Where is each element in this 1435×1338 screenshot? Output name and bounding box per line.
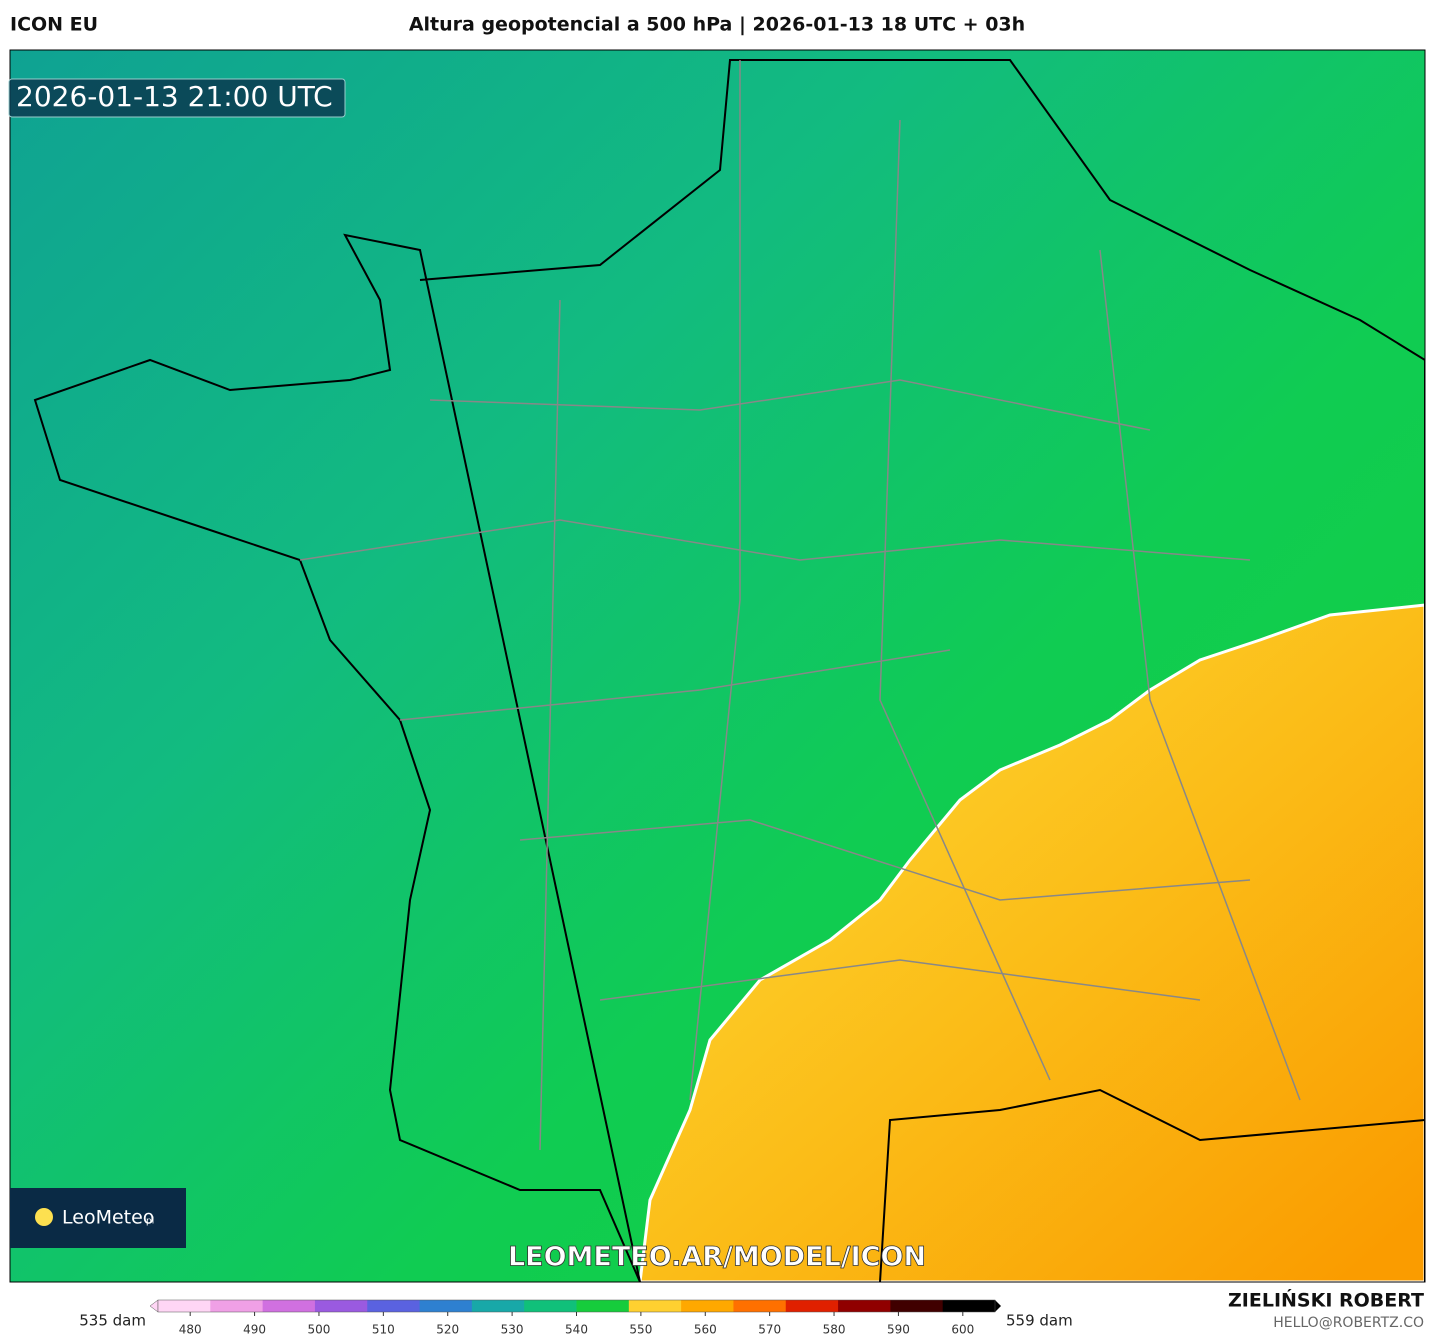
coastline	[33, 59, 1425, 1282]
colorbar: 480 490 500 510 520 530 540 550 560 570 580 590 600	[149, 1299, 1001, 1337]
colorbar-segment	[471, 1300, 525, 1312]
colorbar-tick-label: 530	[501, 1323, 524, 1337]
logo-sun	[35, 1208, 53, 1226]
map-area	[10, 50, 1425, 1282]
colorbar-end-low	[149, 1299, 159, 1313]
time-box	[8, 78, 346, 118]
colorbar-tick-label: 560	[694, 1323, 717, 1337]
colorbar-segment	[838, 1300, 891, 1312]
email: HELLO@ROBERTZ.CO	[1273, 1315, 1424, 1331]
colorbar-segment	[262, 1300, 316, 1312]
colorbar-segment	[733, 1300, 787, 1312]
region-borders	[299, 60, 1301, 1151]
colorbar-tick-label: 590	[887, 1323, 910, 1337]
logo-suffix: pl	[146, 1217, 154, 1227]
colorbar-segment	[576, 1300, 630, 1312]
colorbar-segment	[314, 1300, 368, 1312]
colorbar-tick-label: 540	[565, 1323, 588, 1337]
colorbar-tick-label: 510	[372, 1323, 395, 1337]
watermark: LEOMETEO.AR/MODEL/ICON	[508, 1242, 926, 1273]
colorbar-tick-label: 600	[951, 1323, 974, 1337]
colorbar-segment	[367, 1300, 421, 1312]
colorbar-tick-label: 500	[308, 1323, 331, 1337]
colorbar-tick-label: 580	[823, 1323, 846, 1337]
author: ZIELIŃSKI ROBERT	[1228, 1289, 1424, 1312]
model-name: ICON EU	[10, 14, 98, 36]
map-frame	[9, 49, 1426, 1283]
logo-text: LeoMeteo	[62, 1207, 154, 1229]
map-title: Altura geopotencial a 500 hPa | 2026-01-…	[409, 14, 1025, 36]
colorbar-end-high	[995, 1300, 1001, 1312]
colorbar-segment	[942, 1300, 996, 1312]
warm-region	[638, 603, 1425, 1282]
colorbar-tick-label: 490	[243, 1323, 266, 1337]
colorbar-tick-label: 480	[179, 1323, 202, 1337]
colorbar-tick-label: 520	[436, 1323, 459, 1337]
colorbar-segment	[210, 1300, 264, 1312]
colorbar-min-label: 535 dam	[79, 1312, 146, 1330]
colorbar-segment	[524, 1300, 577, 1312]
colorbar-segment	[785, 1300, 839, 1312]
colorbar-segment	[628, 1300, 682, 1312]
colorbar-tick-label: 570	[758, 1323, 781, 1337]
valid-time: 2026-01-13 21:00 UTC	[16, 80, 333, 113]
colorbar-max-label: 559 dam	[1006, 1312, 1073, 1330]
colorbar-segment	[681, 1300, 734, 1312]
colorbar-segment	[419, 1300, 473, 1312]
colorbar-tick-label: 550	[629, 1323, 652, 1337]
colorbar-segment	[158, 1300, 211, 1312]
colorbar-segment	[890, 1300, 944, 1312]
